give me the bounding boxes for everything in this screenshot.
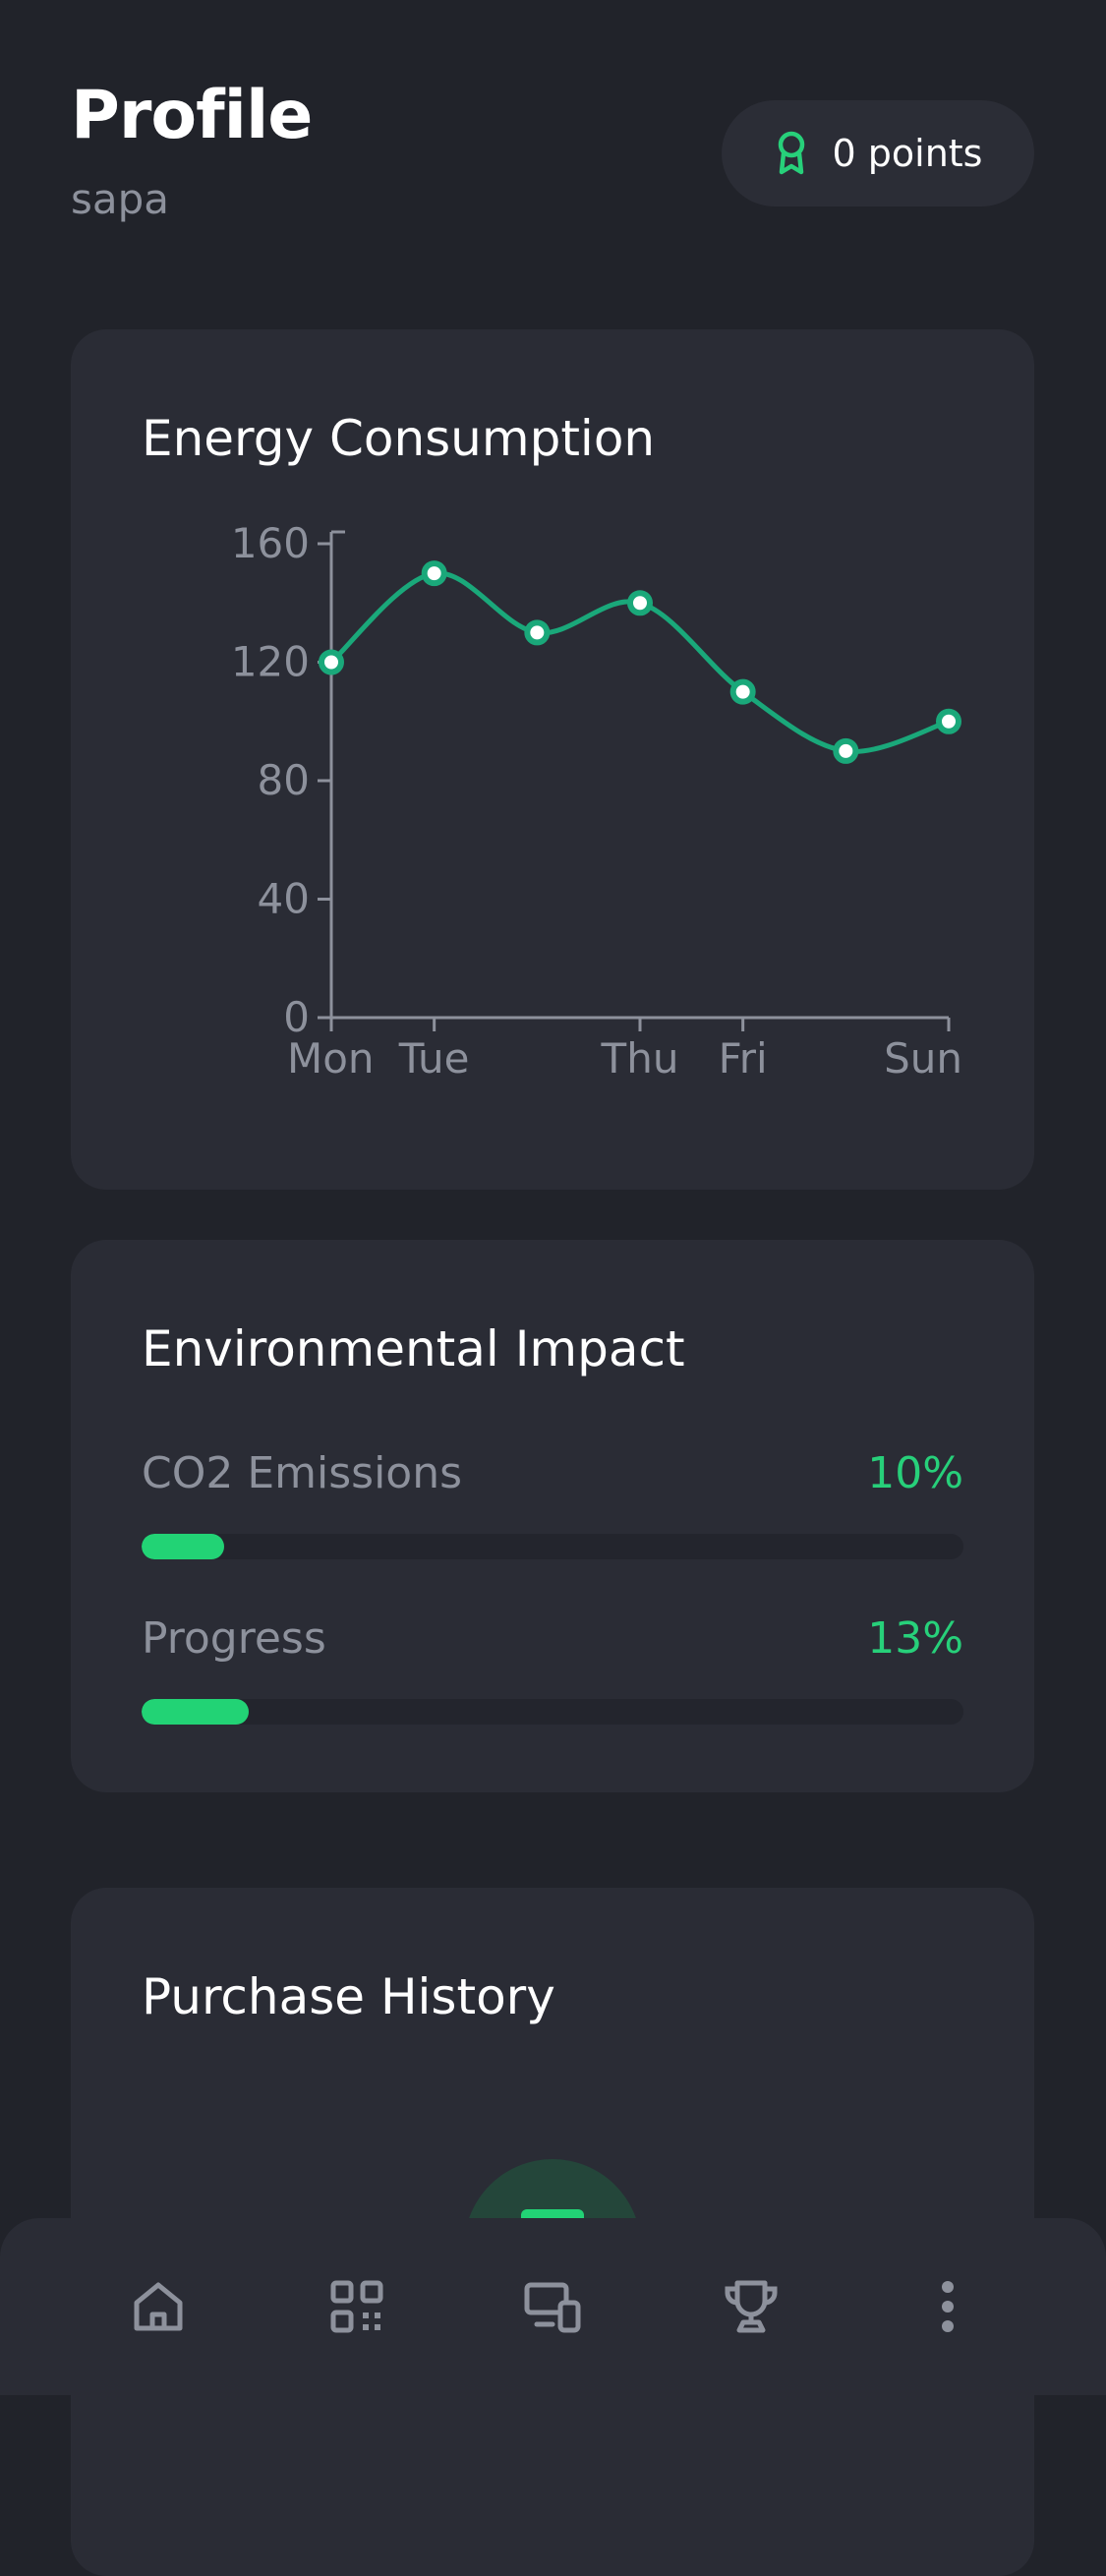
progress-label: Progress <box>142 1613 326 1664</box>
energy-card: Energy Consumption 0 40 80 120 160 Mon Tue Thu F… <box>71 329 1034 1190</box>
energy-data-point <box>421 560 447 587</box>
y-tick-label: 40 <box>258 875 310 923</box>
y-tick-label: 0 <box>283 993 310 1041</box>
x-tick-label: Mon <box>287 1034 375 1083</box>
progress-fill <box>142 1699 249 1725</box>
x-tick-label: Sun <box>884 1034 962 1083</box>
nav-rewards[interactable] <box>702 2218 800 2395</box>
y-tick-label: 160 <box>231 519 310 567</box>
bottom-nav <box>0 2218 1106 2395</box>
nav-devices[interactable] <box>503 2218 602 2395</box>
y-tick-label: 120 <box>231 638 310 686</box>
co2-progress-track <box>142 1534 963 1559</box>
progress-value: 13% <box>867 1613 963 1664</box>
progress-track <box>142 1699 963 1725</box>
nav-scan[interactable] <box>308 2218 406 2395</box>
purchase-history-title: Purchase History <box>142 1968 555 2025</box>
qr-code-icon <box>330 2280 383 2333</box>
energy-data-point <box>319 649 344 675</box>
energy-card-title: Energy Consumption <box>142 410 656 467</box>
x-tick-label: Fri <box>719 1034 768 1083</box>
co2-value: 10% <box>867 1448 963 1498</box>
co2-label: CO2 Emissions <box>142 1448 463 1498</box>
points-value: 0 points <box>832 132 983 175</box>
trophy-icon <box>725 2280 778 2333</box>
x-tick-label: Tue <box>398 1034 470 1083</box>
nav-home[interactable] <box>109 2218 207 2395</box>
nav-more[interactable] <box>899 2218 997 2395</box>
environmental-impact-title: Environmental Impact <box>142 1320 685 1377</box>
points-badge[interactable]: 0 points <box>722 100 1034 206</box>
energy-data-point <box>833 737 859 764</box>
energy-chart: 0 40 80 120 160 Mon Tue Thu Fri Sun <box>231 519 962 1083</box>
energy-data-point <box>729 678 756 705</box>
username: sapa <box>71 175 170 223</box>
x-tick-label: Thu <box>601 1034 679 1083</box>
home-icon <box>134 2282 183 2331</box>
environmental-impact-card: Environmental Impact CO2 Emissions 10% P… <box>71 1240 1034 1792</box>
y-tick-label: 80 <box>258 756 310 804</box>
devices-icon <box>524 2282 581 2333</box>
co2-progress-fill <box>142 1534 224 1559</box>
energy-data-point <box>524 619 551 646</box>
more-vertical-icon <box>942 2281 954 2332</box>
energy-data-point <box>627 590 653 616</box>
award-icon <box>778 131 804 175</box>
energy-data-point <box>936 708 961 734</box>
page-title: Profile <box>71 77 313 154</box>
